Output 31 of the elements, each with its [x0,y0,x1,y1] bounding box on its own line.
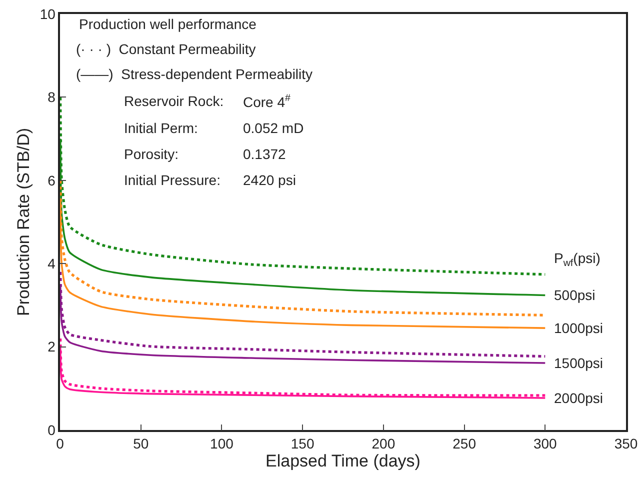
y-tick-label: 10 [40,6,56,22]
annotation: (· · · ) Constant Permeability [76,41,256,57]
x-tick-label: 350 [614,436,638,452]
x-tick-label: 100 [210,436,234,452]
x-tick-label: 250 [452,436,476,452]
annotation: Production well performance [79,16,257,32]
y-tick-label: 0 [48,422,56,438]
annotation: Initial Perm: [124,120,198,136]
annotation: 1000psi [554,320,604,336]
annotation: Reservoir Rock: [124,93,224,109]
annotation: Initial Pressure: [124,172,220,188]
y-tick-label: 8 [48,89,56,106]
annotation: 0.1372 [243,146,286,162]
annotation: 2420 psi [243,172,296,188]
annotation: 2000psi [554,390,604,406]
annotation: (——) Stress-dependent Permeability [76,66,313,82]
annotation: P$_{wf}$(psi) [554,250,600,269]
x-tick-label: 50 [133,436,149,452]
y-tick-label: 4 [48,256,56,272]
annotation: 0.052 mD [243,120,304,136]
x-axis-title: Elapsed Time (days) [266,452,420,471]
y-tick-label: 6 [48,172,56,188]
x-tick-label: 150 [290,436,314,452]
annotation: 1500psi [554,355,604,371]
x-tick-label: 300 [533,436,558,452]
annotation: Porosity: [124,146,178,162]
annotation: 500psi [554,287,596,303]
annotation: Core 4$^{#}$ [243,93,292,110]
y-axis-title: Production Rate (STB/D) [14,128,33,316]
y-tick-label: 2 [48,338,56,355]
x-tick-label: 200 [372,436,396,452]
